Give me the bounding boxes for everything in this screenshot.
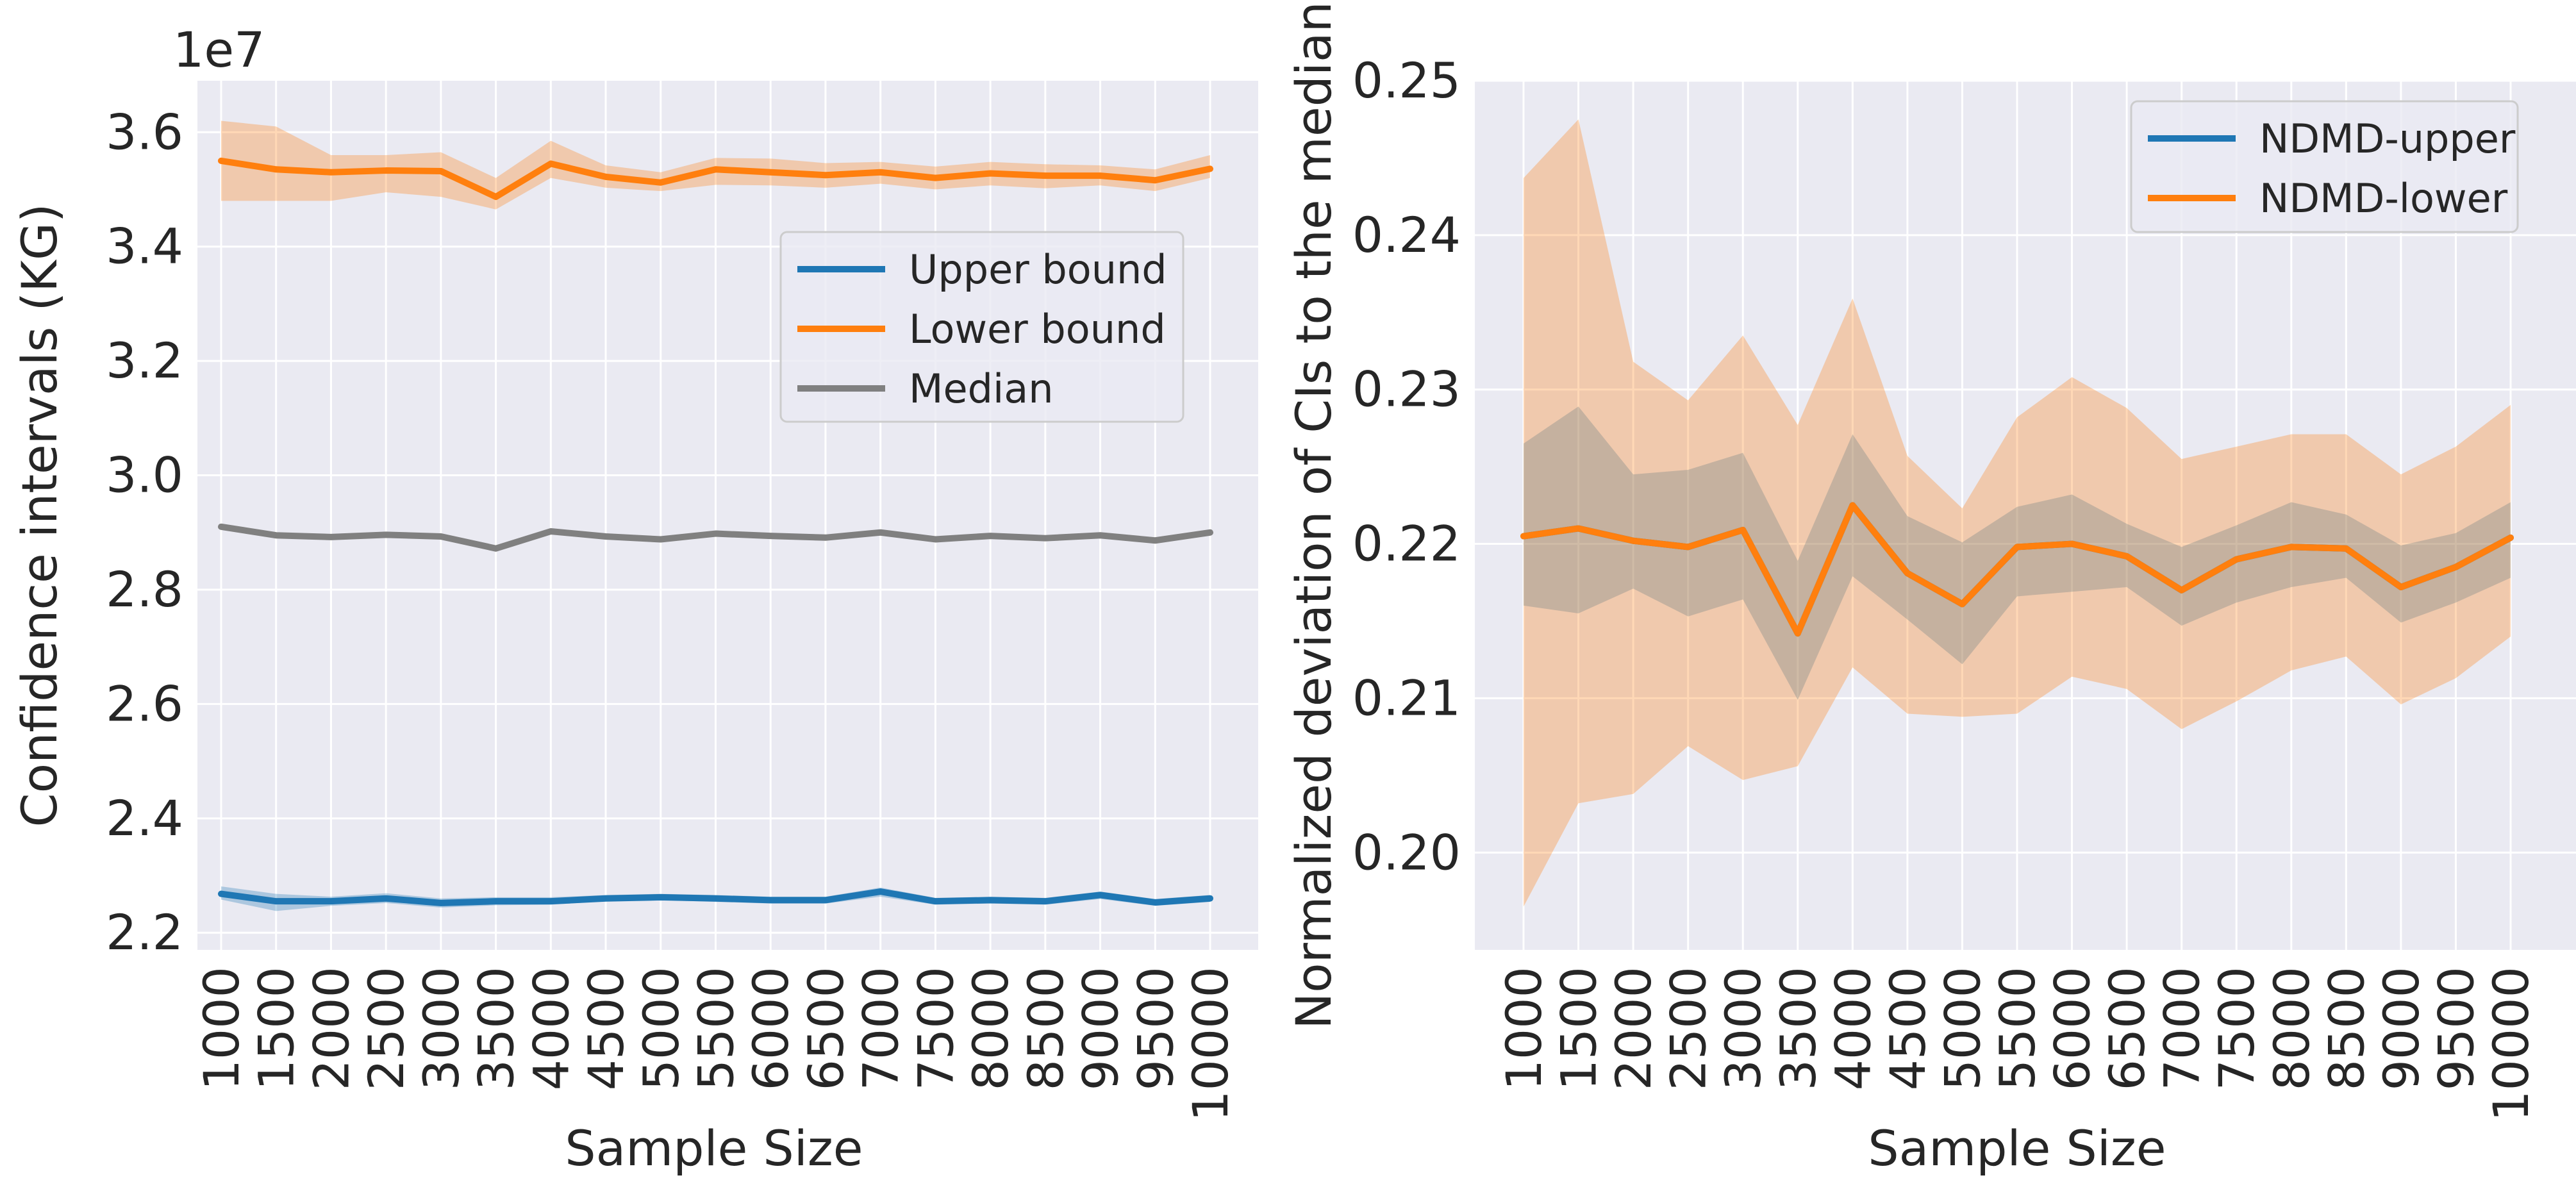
y-tick-label: 2.6 bbox=[106, 675, 183, 732]
y-tick-labels: 0.20 0.21 0.22 0.23 0.24 0.25 bbox=[1352, 52, 1461, 881]
ndmd-upper-band bbox=[1524, 406, 2511, 700]
legend-label: NDMD-upper bbox=[2259, 115, 2516, 162]
x-tick-label: 3500 bbox=[1770, 967, 1827, 1090]
offset-label: 1e7 bbox=[173, 21, 265, 78]
x-tick-label: 2500 bbox=[358, 967, 415, 1090]
x-tick-label: 10000 bbox=[2482, 967, 2539, 1122]
x-tick-label: 1000 bbox=[1495, 967, 1552, 1090]
x-tick-label: 3000 bbox=[1715, 967, 1772, 1090]
x-tick-label: 4500 bbox=[1879, 967, 1936, 1090]
y-tick-label: 0.25 bbox=[1352, 52, 1461, 109]
x-tick-label: 3500 bbox=[468, 967, 525, 1090]
x-tick-label: 3000 bbox=[413, 967, 470, 1090]
y-axis-label: Normalized deviation of CIs to the media… bbox=[1285, 1, 1342, 1029]
y-tick-labels: 2.2 2.4 2.6 2.8 3.0 3.2 3.4 3.6 bbox=[106, 103, 183, 961]
y-tick-label: 0.21 bbox=[1352, 669, 1461, 726]
x-tick-label: 8500 bbox=[2318, 967, 2375, 1090]
x-tick-label: 8000 bbox=[2263, 967, 2320, 1090]
legend: NDMD-upper NDMD-lower bbox=[2130, 100, 2519, 233]
x-tick-label: 5500 bbox=[1989, 967, 2046, 1090]
plot-area-background bbox=[197, 81, 1258, 950]
y-tick-label: 3.2 bbox=[106, 332, 183, 389]
x-axis-label: Sample Size bbox=[565, 1120, 863, 1177]
x-tick-labels: 1000150020002500300035004000450050005500… bbox=[193, 967, 1239, 1122]
x-tick-label: 10000 bbox=[1182, 967, 1239, 1122]
y-tick-label: 3.0 bbox=[106, 447, 183, 504]
x-tick-label: 5000 bbox=[633, 967, 690, 1090]
x-tick-label: 7000 bbox=[2154, 967, 2211, 1090]
y-tick-label: 3.6 bbox=[106, 103, 183, 160]
y-tick-label: 2.8 bbox=[106, 561, 183, 618]
series-lines bbox=[218, 157, 1213, 906]
y-tick-label: 0.23 bbox=[1352, 361, 1461, 418]
x-tick-label: 9500 bbox=[1127, 967, 1184, 1090]
x-tick-label: 9000 bbox=[2373, 967, 2430, 1090]
x-tick-label: 4000 bbox=[522, 967, 579, 1090]
legend-box bbox=[779, 231, 1184, 423]
legend: Upper bound Lower bound Median bbox=[779, 231, 1184, 423]
x-tick-label: 1500 bbox=[248, 967, 305, 1090]
x-tick-label: 2000 bbox=[303, 967, 360, 1090]
x-tick-label: 1500 bbox=[1550, 967, 1608, 1090]
x-tick-label: 9500 bbox=[2427, 967, 2484, 1090]
y-tick-label: 2.2 bbox=[106, 904, 183, 961]
legend-label: NDMD-lower bbox=[2259, 175, 2508, 222]
y-tick-label: 3.4 bbox=[106, 218, 183, 275]
x-tick-label: 2000 bbox=[1605, 967, 1662, 1090]
ndmd-lower-band bbox=[1524, 119, 2511, 907]
x-axis-label: Sample Size bbox=[1868, 1120, 2166, 1177]
x-tick-label: 4500 bbox=[578, 967, 635, 1090]
x-tick-label: 6000 bbox=[2044, 967, 2101, 1090]
y-axis-label: Confidence intervals (KG) bbox=[11, 203, 68, 827]
x-tick-label: 7500 bbox=[907, 967, 964, 1090]
x-tick-label: 7500 bbox=[2208, 967, 2265, 1090]
right-panel: 0.20 0.21 0.22 0.23 0.24 0.25 100015002000250… bbox=[1285, 1, 2576, 1177]
legend-label: Lower bound bbox=[909, 306, 1166, 353]
x-tick-label: 2500 bbox=[1660, 967, 1717, 1090]
x-tick-label: 6500 bbox=[797, 967, 854, 1090]
y-tick-label: 2.4 bbox=[106, 790, 183, 847]
y-tick-label: 0.20 bbox=[1352, 824, 1461, 881]
x-tick-label: 8000 bbox=[962, 967, 1019, 1090]
y-tick-label: 0.22 bbox=[1352, 515, 1461, 572]
series-lines bbox=[1520, 502, 2514, 637]
x-tick-label: 9000 bbox=[1072, 967, 1129, 1090]
x-tick-label: 4000 bbox=[1824, 967, 1881, 1090]
x-tick-labels: 1000150020002500300035004000450050005500… bbox=[1495, 967, 2539, 1122]
y-tick-label: 0.24 bbox=[1352, 206, 1461, 263]
x-tick-label: 6000 bbox=[742, 967, 799, 1090]
x-tick-label: 7000 bbox=[852, 967, 910, 1090]
confidence-bands bbox=[1524, 119, 2511, 907]
left-panel: 2.2 2.4 2.6 2.8 3.0 3.2 3.4 3.6 100015002000250… bbox=[11, 21, 1258, 1177]
x-tick-label: 5000 bbox=[1934, 967, 1991, 1090]
legend-label: Upper bound bbox=[909, 246, 1167, 293]
x-tick-label: 5500 bbox=[688, 967, 745, 1090]
legend-label: Median bbox=[909, 365, 1054, 412]
x-tick-label: 1000 bbox=[193, 967, 250, 1090]
x-tick-label: 6500 bbox=[2098, 967, 2156, 1090]
x-tick-label: 8500 bbox=[1017, 967, 1074, 1090]
